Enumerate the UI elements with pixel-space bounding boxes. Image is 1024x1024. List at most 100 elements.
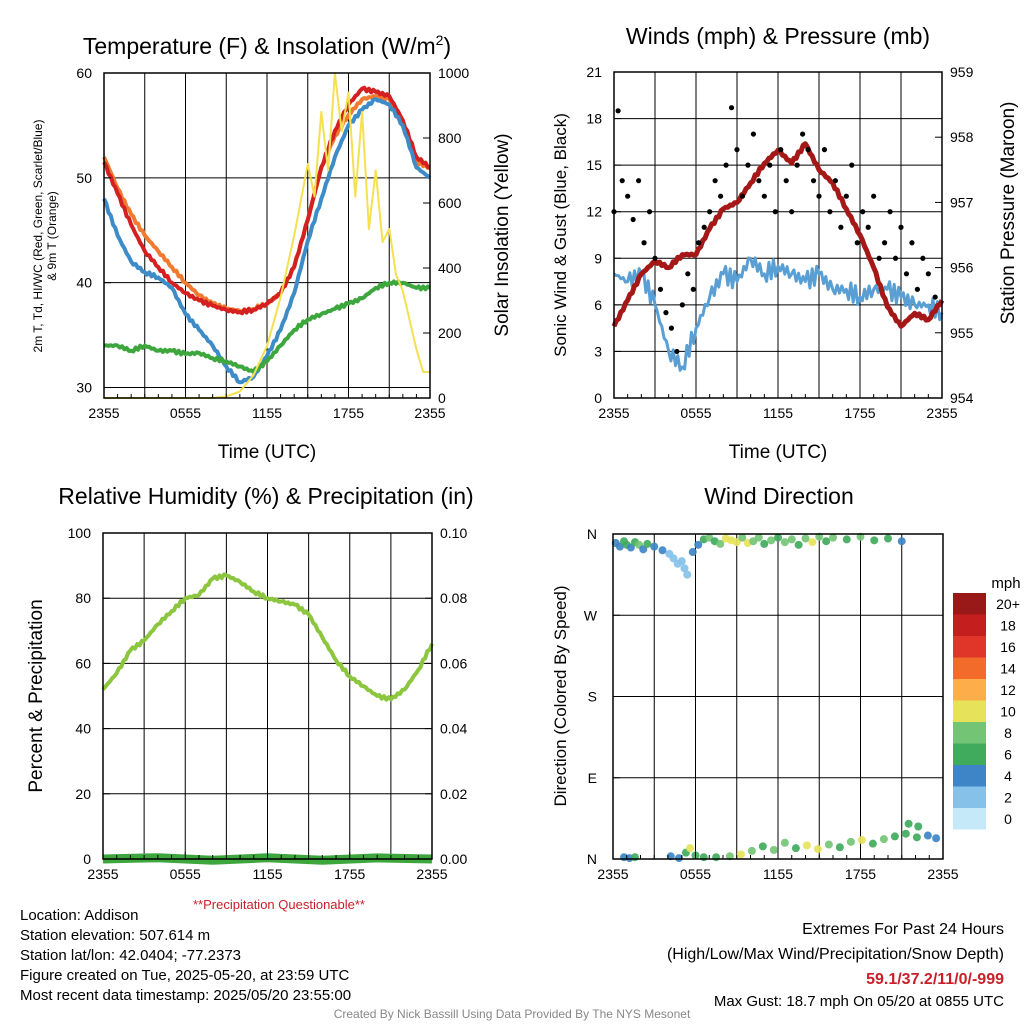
gust-point — [739, 193, 746, 199]
direction-point — [694, 540, 703, 549]
y-tick-label-right: 0.00 — [440, 851, 467, 867]
direction-point — [780, 838, 789, 847]
x-tick-label: 2355 — [88, 405, 119, 421]
gust-point — [652, 255, 658, 261]
gust-point — [805, 147, 811, 153]
direction-point — [769, 845, 778, 854]
y-tick-label-right: 958 — [950, 129, 974, 145]
created-text: Figure created on Tue, 2025-05-20, at 23… — [20, 967, 350, 984]
gust-point — [761, 193, 767, 199]
gust-point — [630, 216, 636, 223]
legend-swatch — [953, 657, 986, 679]
direction-point — [738, 533, 747, 542]
y-tick-label-left: 20 — [75, 786, 91, 802]
x-tick-label: 0555 — [680, 866, 711, 882]
y-tick-label-right: 0.04 — [440, 721, 467, 737]
extremes-values: 59.1/37.2/11/0/-999 — [866, 971, 1004, 988]
y-tick-label-right: 959 — [950, 64, 974, 80]
legend-label: 8 — [1004, 725, 1012, 741]
direction-point — [884, 534, 892, 543]
gust-point — [679, 302, 685, 308]
x-tick-label: 1755 — [845, 866, 876, 882]
precipitation-note: **Precipitation Questionable** — [193, 897, 365, 912]
direction-point — [615, 542, 624, 551]
direction-point — [677, 557, 686, 566]
y-tick-label-left: 60 — [76, 65, 92, 81]
direction-point — [716, 539, 725, 548]
humidity-axis-ticks: 2355 0555 1155 1755 23550204060801000.000.02… — [68, 525, 468, 882]
humidity-panel: Relative Humidity (%) & Precipitation (i… — [26, 483, 474, 912]
legend-swatch — [953, 786, 986, 808]
insolation_yellow-line — [104, 72, 430, 399]
y-tick-label-right: 0.02 — [440, 786, 467, 802]
direction-point — [688, 548, 697, 557]
direction-point — [846, 837, 855, 846]
gust-point — [707, 209, 713, 215]
direction-point — [890, 832, 899, 841]
direction-point — [914, 822, 923, 831]
y-tick-label: N — [587, 526, 597, 542]
gust-point — [854, 240, 860, 246]
legend-label: 18 — [1000, 617, 1016, 633]
humidity-title: Relative Humidity (%) & Precipitation (i… — [58, 483, 473, 509]
direction-point — [829, 533, 837, 542]
direction-point — [631, 853, 639, 862]
temperature-title: Temperature (F) & Insolation (W/m2) — [83, 32, 451, 59]
legend-swatch — [953, 593, 986, 615]
legend-swatch — [953, 679, 986, 701]
legend-swatch — [953, 722, 986, 744]
speed-legend: mph 0 2 4 6 8 10 12 14 16 18 20+ — [953, 575, 1021, 830]
legend-swatch — [953, 808, 986, 830]
recent-data-text: Most recent data timestamp: 2025/05/20 2… — [20, 987, 352, 1004]
legend-swatch — [953, 700, 986, 722]
temperature-series — [102, 72, 432, 399]
wind_blue-line — [613, 256, 944, 372]
gust-point — [718, 193, 724, 199]
elevation-text: Station elevation: 507.614 m — [20, 927, 211, 944]
gust-point — [810, 178, 817, 184]
direction-point — [791, 844, 800, 853]
gust-point — [728, 105, 735, 111]
direction-point — [835, 843, 844, 852]
gust-point — [750, 131, 757, 137]
gust-point — [701, 224, 707, 230]
direction-point — [680, 564, 689, 573]
gust-point — [615, 108, 621, 114]
gust-point — [832, 178, 839, 184]
gust-point — [925, 271, 931, 277]
gust-point — [892, 255, 899, 261]
gust-point — [800, 131, 806, 137]
gust-point — [914, 286, 921, 292]
y-tick-label-left: 0 — [83, 851, 91, 867]
gust-point — [668, 325, 675, 331]
x-tick-label: 1755 — [334, 866, 365, 882]
direction-point — [675, 854, 683, 863]
winds-title: Winds (mph) & Pressure (mb) — [626, 23, 930, 49]
winds-x-label: Time (UTC) — [729, 442, 828, 463]
humidity-grid — [103, 533, 432, 859]
extremes-title: Extremes For Past 24 Hours — [802, 921, 1004, 938]
x-tick-label: 0555 — [170, 866, 201, 882]
gust-point — [816, 193, 822, 199]
direction-point — [683, 570, 692, 579]
direction-point — [760, 539, 769, 548]
direction-point — [787, 535, 796, 544]
direction-point — [780, 538, 789, 547]
direction-panel: Wind Direction 2355 0555 1155 1755 2355NESWN… — [551, 483, 1021, 882]
gust-point — [871, 193, 877, 199]
legend-label: 0 — [1004, 811, 1012, 827]
gust-point — [932, 294, 938, 300]
legend-label: 12 — [1000, 682, 1016, 698]
direction-point — [824, 840, 833, 849]
direction-point — [754, 533, 763, 542]
pressure_maroon-line — [611, 141, 945, 329]
winds-grid — [614, 72, 942, 398]
gust-point — [690, 286, 696, 292]
direction-point — [932, 834, 941, 843]
gust-point — [756, 178, 762, 184]
direction-point — [802, 841, 811, 850]
gust-point — [827, 209, 833, 215]
y-tick-label-right: 954 — [950, 390, 974, 406]
temperature-panel: Temperature (F) & Insolation (W/m2) 2355… — [31, 32, 513, 463]
